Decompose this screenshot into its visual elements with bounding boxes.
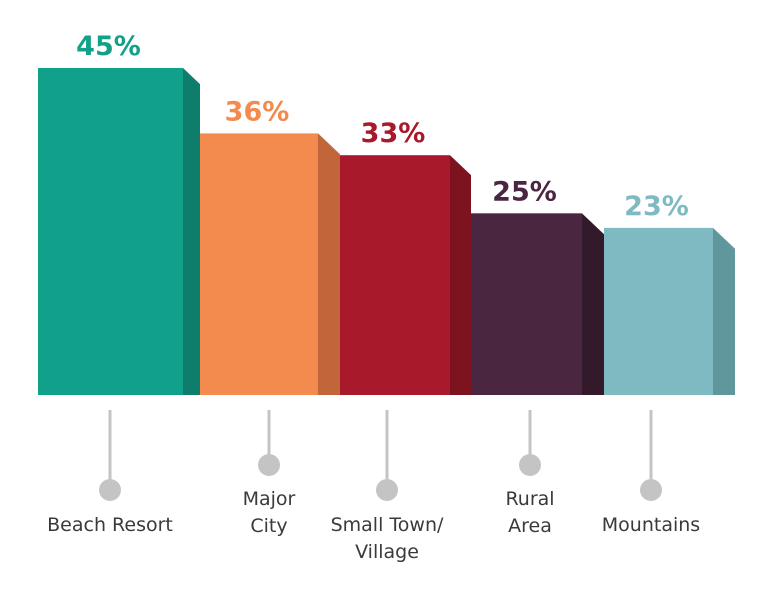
bar-side bbox=[183, 68, 200, 395]
pin-dot bbox=[258, 454, 280, 476]
value-label: 36% bbox=[225, 96, 290, 127]
value-label: 23% bbox=[624, 191, 689, 222]
bar bbox=[604, 227, 713, 395]
category-label: Beach Resort bbox=[47, 514, 173, 536]
value-label: 25% bbox=[492, 176, 557, 207]
bar-side bbox=[318, 133, 340, 395]
bar bbox=[38, 68, 183, 395]
category-label: Village bbox=[355, 541, 419, 563]
category-label: Small Town/ bbox=[331, 514, 444, 536]
bar bbox=[340, 155, 450, 395]
bar-side bbox=[582, 213, 604, 395]
bar bbox=[200, 133, 318, 395]
category-label: City bbox=[250, 515, 287, 537]
category-label: Rural bbox=[505, 488, 554, 510]
bar bbox=[471, 213, 582, 395]
pin-dot bbox=[640, 479, 662, 501]
category-label: Major bbox=[243, 488, 296, 510]
value-label: 45% bbox=[76, 31, 141, 62]
pin-dot bbox=[376, 479, 398, 501]
bar-side bbox=[450, 155, 471, 395]
category-label: Mountains bbox=[602, 514, 700, 536]
category-label: Area bbox=[508, 515, 552, 537]
value-label: 33% bbox=[361, 118, 426, 149]
pin-dot bbox=[99, 479, 121, 501]
pin-dot bbox=[519, 454, 541, 476]
bar-side bbox=[713, 227, 735, 395]
